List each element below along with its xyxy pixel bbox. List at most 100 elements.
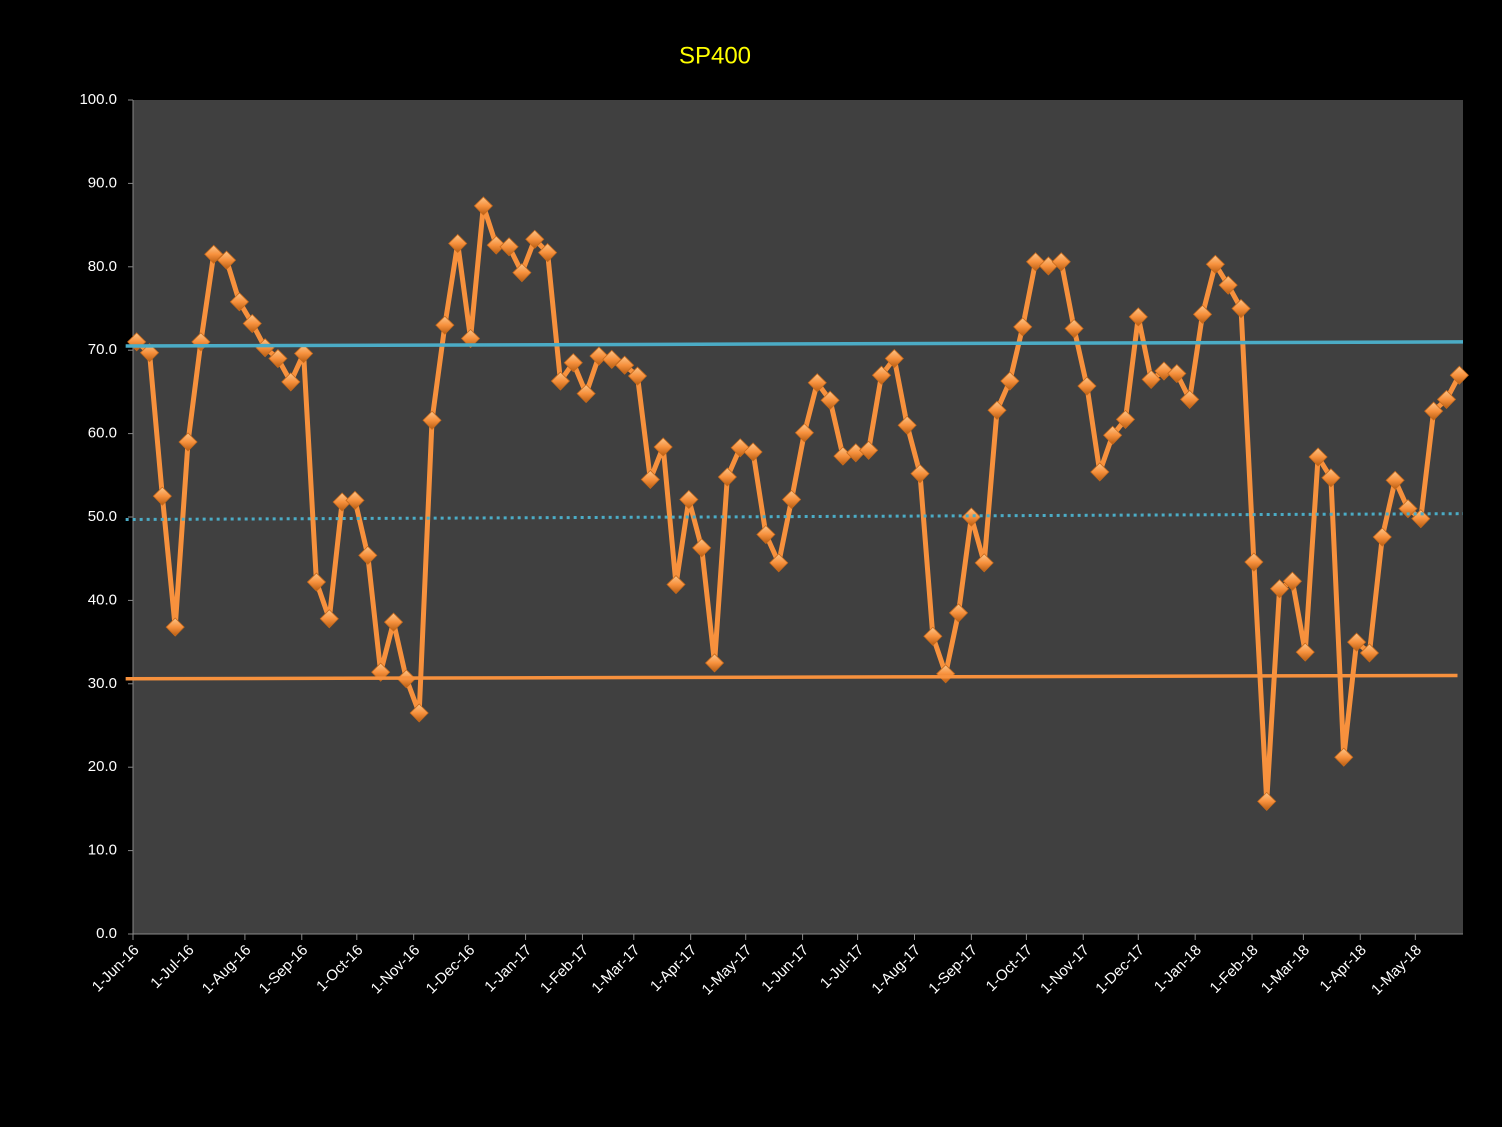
reference-line [125,340,1464,348]
marker [1244,552,1264,572]
marker [1257,791,1277,811]
marker [448,233,468,254]
marker [1398,499,1418,519]
marker [1269,579,1290,599]
marker [1359,643,1380,663]
marker [820,390,840,410]
marker [679,489,699,510]
marker [1013,317,1033,337]
marker [923,626,943,646]
marker [242,313,262,334]
marker [871,365,892,385]
marker [948,603,969,623]
marker [281,372,301,392]
marker [1000,371,1020,391]
marker [884,348,904,369]
marker [1192,304,1213,324]
marker [717,467,737,487]
marker [178,432,198,452]
marker [897,415,917,435]
marker [1218,275,1238,295]
marker [1334,747,1354,767]
marker [306,572,327,592]
marker [961,507,981,527]
y-tick-label: 90.0 [88,174,117,191]
marker [204,244,224,264]
marker [460,328,481,349]
y-tick-label: 60.0 [88,425,117,442]
marker [743,442,763,462]
y-tick-label: 50.0 [88,508,117,525]
marker [602,349,622,369]
marker [794,423,814,443]
marker [319,609,339,629]
marker [216,250,237,270]
marker [1295,642,1315,662]
marker [473,196,493,216]
marker [1424,401,1444,421]
chart-title: SP400 [679,42,751,69]
marker [435,315,455,335]
marker [383,612,404,632]
marker [1154,361,1174,381]
marker [1051,252,1071,272]
marker [1115,409,1136,429]
y-tick-label: 20.0 [88,758,117,775]
marker [538,243,558,263]
marker [1180,389,1200,409]
marker [987,400,1007,420]
marker [165,617,185,637]
y-tick-label: 100.0 [79,91,117,108]
marker [409,703,429,723]
marker [1282,571,1302,591]
marker [910,464,930,484]
marker [704,653,725,673]
marker [1077,376,1097,396]
marker [1372,527,1392,547]
marker [294,343,314,364]
marker [769,553,789,573]
marker [1026,252,1046,272]
marker [345,490,365,510]
marker [807,373,827,393]
marker [512,263,532,283]
y-tick-label: 30.0 [88,675,117,692]
marker [499,237,519,257]
marker [525,229,545,249]
marker [1308,447,1328,467]
marker [1347,632,1367,652]
marker [692,538,712,558]
marker [576,384,596,404]
marker [1141,369,1161,389]
marker [730,438,750,458]
marker [550,371,571,391]
y-tick-label: 40.0 [88,591,117,608]
marker [1385,470,1405,490]
marker [1064,318,1084,339]
marker [974,553,994,573]
marker [152,486,172,506]
reference-line [125,512,1464,522]
marker [1103,425,1123,445]
marker [640,469,660,490]
marker [615,355,635,375]
marker [1128,307,1148,327]
marker [1090,462,1110,482]
marker [358,545,378,565]
marker [627,366,648,386]
marker [268,348,288,369]
marker [1231,298,1251,319]
marker [139,343,160,363]
marker [422,410,442,430]
y-tick-label: 70.0 [88,341,117,358]
marker [666,574,686,595]
marker [229,292,249,312]
marker [563,353,583,373]
marker [1205,254,1225,274]
y-tick-label: 0.0 [96,925,117,942]
marker [1167,363,1187,384]
y-tick-label: 10.0 [88,842,117,859]
reference-line [125,673,1458,681]
marker [782,489,802,510]
